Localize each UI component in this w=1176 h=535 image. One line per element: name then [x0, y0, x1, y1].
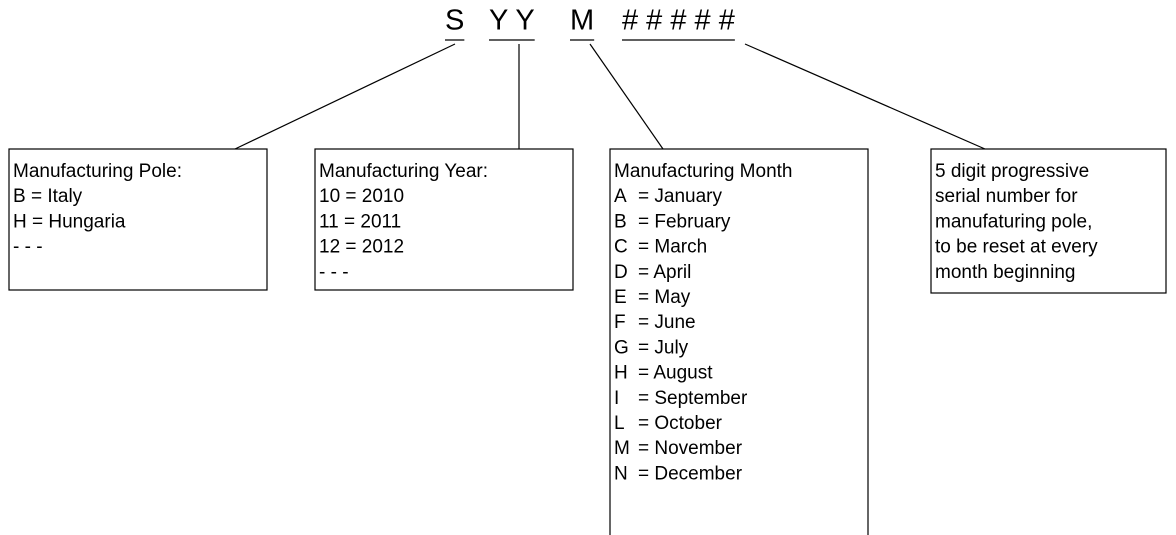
box [314, 148, 574, 291]
month-code: N [614, 463, 628, 484]
box-title: Manufacturing Pole: [13, 161, 182, 182]
month-name: = July [638, 337, 689, 358]
box-line: - - - [13, 237, 43, 258]
box-title: Manufacturing Month [614, 161, 793, 182]
month-code: E [614, 287, 627, 308]
code-segment: S [445, 5, 464, 37]
month-name: = September [638, 388, 748, 409]
month-code: B [614, 211, 627, 232]
connector [589, 43, 664, 150]
box-title: 5 digit progressive [935, 161, 1089, 182]
month-name: = December [638, 463, 743, 484]
box-line: B = Italy [13, 186, 83, 207]
box-line: to be reset at every [935, 237, 1098, 258]
box-line: 10 = 2010 [319, 186, 404, 207]
month-code: A [614, 186, 627, 207]
box-title: Manufacturing Year: [319, 161, 488, 182]
box-line: 11 = 2011 [319, 211, 401, 232]
connector [744, 43, 986, 150]
month-name: = February [638, 211, 731, 232]
month-code: G [614, 337, 629, 358]
month-name: = January [638, 186, 722, 207]
month-code: I [614, 388, 619, 409]
code-segment: M [570, 5, 594, 37]
box [8, 148, 268, 291]
month-name: = June [638, 312, 696, 333]
code-segment: # # # # # [622, 5, 735, 37]
box [609, 148, 869, 535]
box-line: - - - [319, 262, 349, 283]
box-line: month beginning [935, 262, 1076, 283]
month-name: = August [638, 363, 713, 384]
month-code: C [614, 237, 628, 258]
code-segment: Y Y [489, 5, 535, 37]
month-name: = October [638, 413, 723, 434]
month-code: D [614, 262, 628, 283]
month-code: M [614, 438, 630, 459]
box-line: H = Hungaria [13, 211, 126, 232]
month-code: H [614, 363, 628, 384]
box-line: manufaturing pole, [935, 211, 1092, 232]
box-line: 12 = 2012 [319, 237, 404, 258]
month-name: = May [638, 287, 691, 308]
month-name: = April [638, 262, 691, 283]
month-code: L [614, 413, 625, 434]
month-name: = November [638, 438, 743, 459]
box [930, 148, 1167, 294]
box-line: serial number for [935, 186, 1078, 207]
connector [234, 43, 456, 150]
month-code: F [614, 312, 626, 333]
month-name: = March [638, 237, 707, 258]
